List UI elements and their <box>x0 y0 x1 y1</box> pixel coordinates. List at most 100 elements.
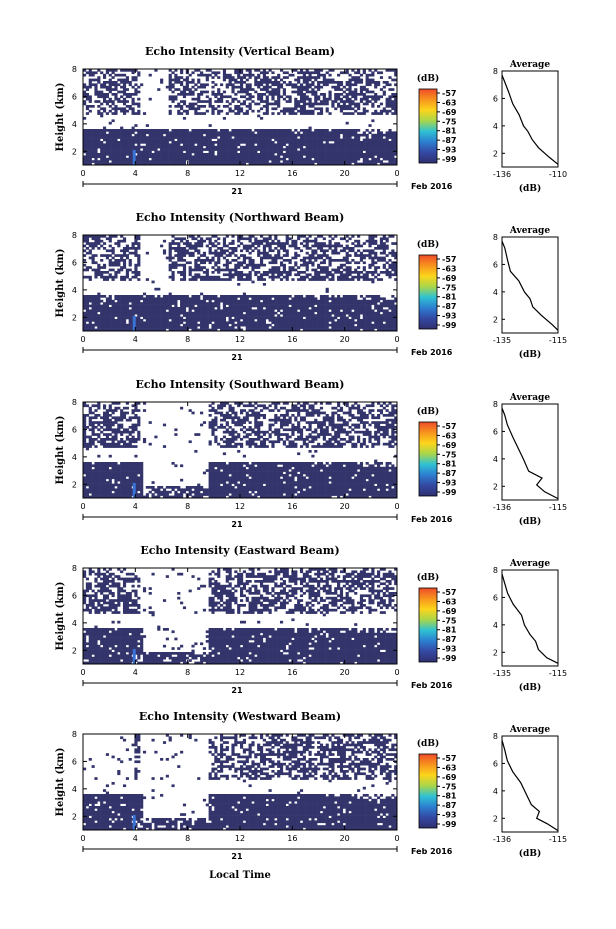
heatmap-cell <box>137 160 141 163</box>
heatmap-cell <box>245 304 249 308</box>
heatmap-cell <box>83 314 87 317</box>
heatmap-cell <box>142 321 147 325</box>
heatmap-cell <box>322 97 326 101</box>
heatmap-cell <box>122 157 127 161</box>
heatmap-cell <box>319 150 324 154</box>
heatmap-cell <box>351 275 355 279</box>
heatmap-cell <box>145 319 149 322</box>
heatmap-cell <box>120 78 124 82</box>
heatmap-cell <box>305 311 309 315</box>
heatmap-cell <box>111 326 115 329</box>
heatmap-cell <box>385 162 389 166</box>
heatmap-cell <box>120 275 124 279</box>
heatmap-cell <box>108 328 112 332</box>
heatmap-cell <box>362 162 366 166</box>
heatmap-cell <box>228 157 232 161</box>
heatmap-cell <box>134 271 138 274</box>
heatmap-cell <box>111 314 115 317</box>
heatmap-cell <box>317 307 321 310</box>
heatmap-cell <box>142 323 147 327</box>
heatmap-cell <box>277 95 281 99</box>
heatmap-cell <box>220 93 224 96</box>
heatmap-cell <box>317 328 321 332</box>
heatmap-cell <box>299 278 304 281</box>
heatmap-cell <box>188 150 192 154</box>
heatmap-cell <box>100 148 104 151</box>
heatmap-cell <box>108 69 112 72</box>
heatmap-cell <box>108 150 112 154</box>
heatmap-cell <box>268 129 272 132</box>
heatmap-cell <box>254 160 258 163</box>
heatmap-cell <box>94 71 98 75</box>
heatmap-cell <box>374 275 378 279</box>
heatmap-cell <box>291 136 295 139</box>
heatmap-cell <box>254 297 258 301</box>
heatmap-cell <box>162 326 167 329</box>
heatmap-cell <box>208 69 212 72</box>
heatmap-cell <box>194 273 198 277</box>
heatmap-cell <box>285 162 289 166</box>
heatmap-cell <box>211 150 215 154</box>
heatmap-cell <box>111 143 115 147</box>
heatmap-cell <box>148 138 152 142</box>
heatmap-cell <box>228 143 232 147</box>
heatmap-cell <box>265 88 269 91</box>
heatmap-cell <box>202 307 207 310</box>
heatmap-cell <box>282 316 286 320</box>
heatmap-cell <box>271 273 275 277</box>
heatmap-cell <box>374 268 378 272</box>
heatmap-cell <box>279 136 284 139</box>
heatmap-cell <box>240 295 244 298</box>
heatmap-cell <box>365 129 369 132</box>
heatmap-cell <box>377 319 381 322</box>
heatmap-cell <box>337 88 341 91</box>
heatmap-cell <box>339 162 344 166</box>
heatmap-cell <box>83 133 87 137</box>
heatmap-cell <box>131 126 135 130</box>
heatmap-cell <box>368 148 372 151</box>
heatmap-cell <box>237 100 241 103</box>
heatmap-cell <box>259 316 264 320</box>
heatmap-cell <box>288 328 292 332</box>
heatmap-cell <box>117 148 121 151</box>
heatmap-cell <box>368 153 372 156</box>
heatmap-cell <box>297 105 301 108</box>
heatmap-cell <box>331 69 335 72</box>
heatmap-cell <box>222 157 227 161</box>
heatmap-cell <box>257 85 261 89</box>
heatmap-cell <box>240 102 244 106</box>
heatmap-cell <box>314 256 318 260</box>
heatmap-cell <box>379 247 384 250</box>
heatmap-cell <box>294 326 298 329</box>
heatmap-cell <box>322 319 326 322</box>
heatmap-cell <box>348 311 352 315</box>
heatmap-cell <box>291 314 295 317</box>
heatmap-cell <box>291 297 295 301</box>
heatmap-cell <box>385 271 389 274</box>
heatmap-cell <box>188 273 192 277</box>
heatmap-cell <box>374 254 378 257</box>
heatmap-cell <box>319 304 324 308</box>
heatmap-cell <box>197 302 201 305</box>
heatmap-cell <box>374 133 378 137</box>
heatmap-cell <box>174 321 178 325</box>
heatmap-cell <box>271 153 275 156</box>
heatmap-cell <box>85 160 89 163</box>
heatmap-cell <box>122 78 127 82</box>
heatmap-cell <box>182 247 187 250</box>
heatmap-cell <box>185 311 189 315</box>
heatmap-cell <box>168 247 172 250</box>
heatmap-cell <box>137 143 141 147</box>
heatmap-cell <box>205 319 209 322</box>
heatmap-cell <box>322 150 326 154</box>
heatmap-cell <box>248 102 252 106</box>
heatmap-cell <box>285 321 289 325</box>
heatmap-cell <box>165 295 169 298</box>
heatmap-cell <box>331 273 335 277</box>
heatmap-cell <box>334 309 338 313</box>
heatmap-cell <box>362 261 366 265</box>
heatmap-cell <box>251 162 255 166</box>
heatmap-cell <box>248 251 252 255</box>
heatmap-cell <box>145 129 149 132</box>
heatmap-cell <box>108 162 112 166</box>
